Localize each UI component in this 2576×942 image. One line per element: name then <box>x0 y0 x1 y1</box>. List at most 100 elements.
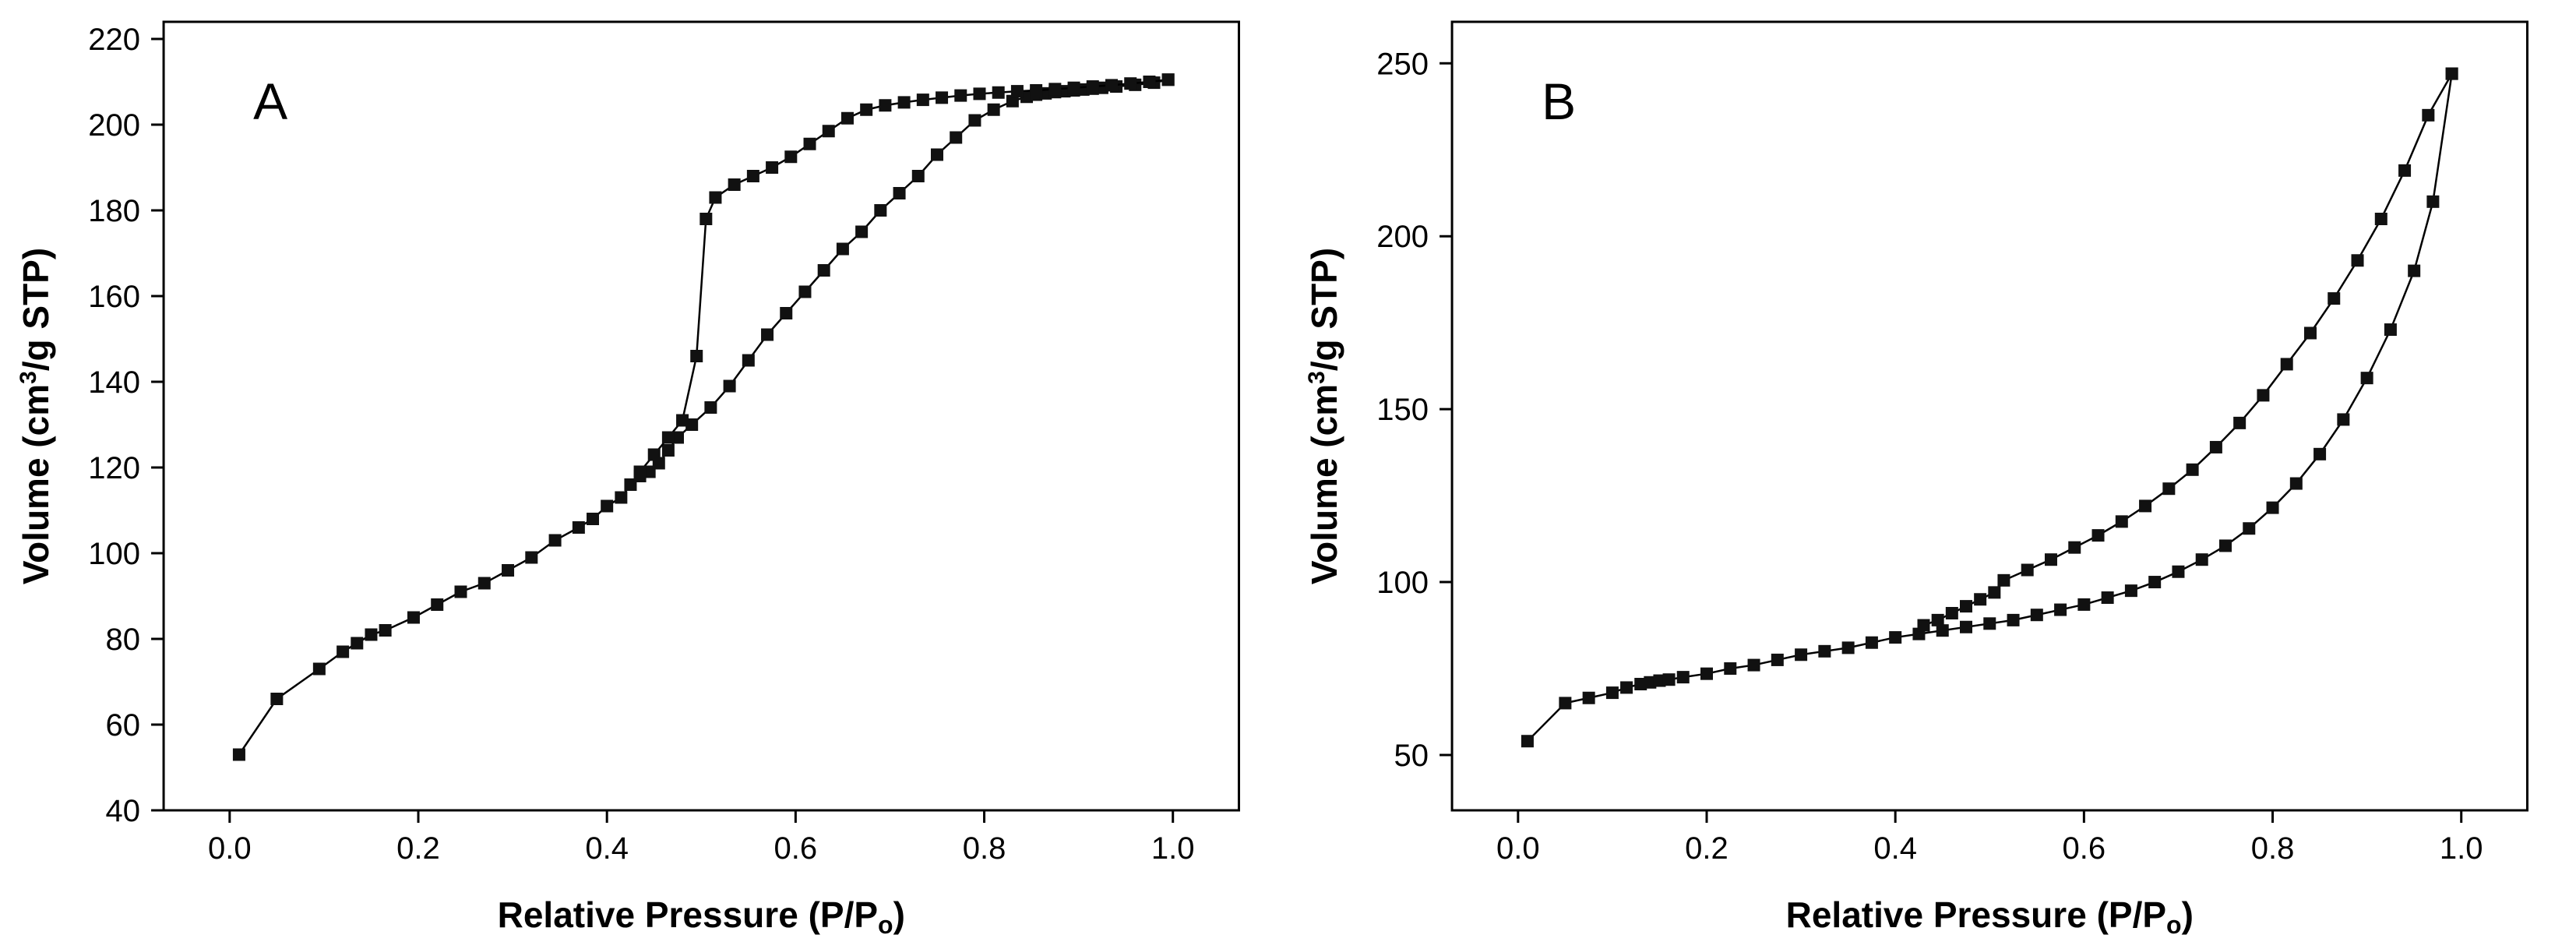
data-point-marker <box>351 637 364 650</box>
data-point-marker <box>742 354 755 367</box>
data-point-marker <box>1067 81 1080 94</box>
data-point-marker <box>2186 463 2199 476</box>
data-point-marker <box>723 379 736 393</box>
y-tick-label: 160 <box>88 280 140 314</box>
data-point-marker <box>700 213 713 225</box>
data-point-marker <box>1917 619 1930 632</box>
data-point-marker <box>1582 691 1595 704</box>
data-point-marker <box>2336 413 2349 426</box>
data-point-marker <box>661 431 675 444</box>
x-tick-label: 0.8 <box>2250 831 2294 866</box>
panel-label: A <box>253 72 287 130</box>
data-point-marker <box>477 577 491 590</box>
y-tick-label: 50 <box>1394 739 1429 773</box>
data-point-marker <box>704 401 717 414</box>
x-tick-label: 0.2 <box>396 831 440 866</box>
data-point-marker <box>232 748 245 761</box>
data-point-marker <box>817 264 830 277</box>
y-tick-label: 180 <box>88 194 140 228</box>
data-point-marker <box>2256 389 2269 402</box>
data-point-marker <box>1817 644 1831 658</box>
chart-panel-b: 0.0 0.2 0.4 0.6 0.8 1.0 50 100 150 200 250 Relative… <box>1288 0 2576 942</box>
data-point-marker <box>1619 681 1633 694</box>
data-point-marker <box>502 564 515 577</box>
data-point-marker <box>2162 482 2175 496</box>
data-point-marker <box>911 170 925 182</box>
data-point-marker <box>916 93 929 107</box>
data-point-marker <box>2398 164 2411 177</box>
x-tick-label: 0.4 <box>1873 831 1917 866</box>
y-tick-label: 100 <box>1376 566 1429 600</box>
data-point-marker <box>2091 529 2105 542</box>
data-point-marker <box>798 285 812 298</box>
y-tick-label: 100 <box>88 537 140 571</box>
data-point-marker <box>1945 607 1958 619</box>
data-point-marker <box>270 693 284 705</box>
data-point-marker <box>728 178 741 191</box>
data-point-marker <box>2148 576 2161 589</box>
data-point-marker <box>1006 94 1019 108</box>
plot-frame <box>1450 20 2528 812</box>
data-point-marker <box>2195 553 2208 566</box>
data-point-marker <box>601 499 614 513</box>
data-point-marker <box>803 137 816 150</box>
data-point-marker <box>1747 658 1760 672</box>
data-point-marker <box>2030 609 2043 622</box>
y-axis-title: Volume (cm3/g STP) <box>16 248 56 584</box>
chart-panel-a: 0.0 0.2 0.4 0.6 0.8 1.0 40 60 80 100 120 140 160 180 2… <box>16 20 1240 939</box>
data-point-marker <box>676 414 689 427</box>
data-point-marker <box>2044 553 2057 566</box>
y-tick-label: 60 <box>106 708 141 743</box>
x-tick-label: 0.4 <box>585 831 629 866</box>
data-point-marker <box>2289 477 2303 490</box>
data-point-marker <box>766 161 779 174</box>
series-line <box>1526 73 2453 743</box>
data-point-marker <box>893 187 906 199</box>
data-point-marker <box>1020 90 1034 104</box>
data-point-marker <box>572 521 585 534</box>
data-point-marker <box>1662 673 1676 686</box>
x-tick-label: 0.6 <box>2062 831 2106 866</box>
data-point-marker <box>1124 77 1137 90</box>
data-point-marker <box>1888 631 1901 644</box>
data-point-marker <box>2232 416 2246 429</box>
data-point-marker <box>2115 515 2128 528</box>
data-point-marker <box>780 307 793 319</box>
data-point-marker <box>1931 613 1944 626</box>
series-adsorption <box>1521 67 2458 748</box>
data-point-marker <box>973 87 986 101</box>
data-point-marker <box>874 204 887 217</box>
chart-svg-b: 0.0 0.2 0.4 0.6 0.8 1.0 50 100 150 200 250 Relative… <box>1304 20 2528 939</box>
plot-frame <box>162 20 1240 812</box>
data-point-marker <box>1633 677 1647 690</box>
data-point-marker <box>2209 440 2222 453</box>
chart-svg-a: 0.0 0.2 0.4 0.6 0.8 1.0 40 60 80 100 120 140 160 180 2… <box>16 20 1240 939</box>
data-point-marker <box>365 628 378 641</box>
data-point-marker <box>1982 617 1996 630</box>
data-point-marker <box>2374 213 2387 225</box>
data-point-marker <box>587 513 600 525</box>
x-axis-title: Relative Pressure (P/Po) <box>1785 894 2193 939</box>
data-point-marker <box>1771 653 1784 666</box>
data-point-marker <box>897 96 911 109</box>
data-point-marker <box>1105 79 1119 92</box>
x-tick-label: 0.0 <box>208 831 252 866</box>
data-point-marker <box>1086 80 1099 93</box>
data-point-marker <box>2007 613 2020 626</box>
data-point-marker <box>1959 600 1972 613</box>
data-point-marker <box>2384 323 2397 337</box>
data-point-marker <box>2077 598 2090 611</box>
x-tick-label: 1.0 <box>2439 831 2483 866</box>
series-adsorption <box>232 73 1175 761</box>
x-tick-label: 0.8 <box>963 831 1006 866</box>
data-point-marker <box>2067 541 2081 554</box>
y-axis: 40 60 80 100 120 140 160 180 200 220 <box>88 23 164 828</box>
data-point-marker <box>337 645 350 658</box>
data-point-marker <box>312 662 326 676</box>
y-tick-label: 150 <box>1376 393 1429 427</box>
data-point-marker <box>690 350 703 362</box>
data-point-marker <box>1973 593 1986 606</box>
data-point-marker <box>454 585 467 598</box>
x-tick-label: 0.2 <box>1685 831 1728 866</box>
